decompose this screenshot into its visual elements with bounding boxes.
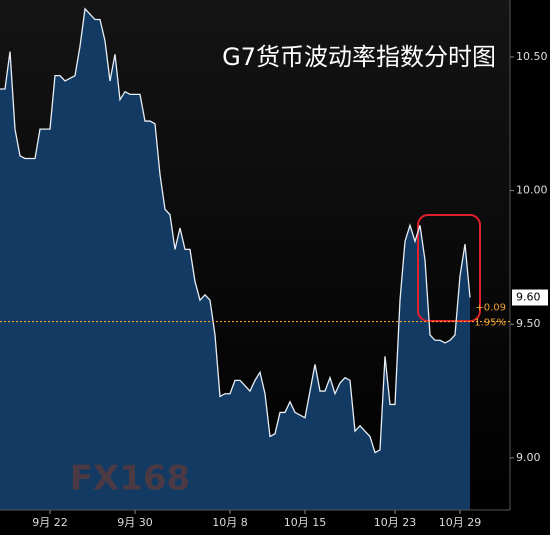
watermark: FX168 — [70, 459, 190, 499]
chart-title: G7货币波动率指数分时图 — [222, 43, 496, 71]
y-tick-label: 10.00 — [516, 184, 548, 197]
x-tick-label: 10月 29 — [439, 516, 482, 529]
y-tick-label: 10.50 — [516, 50, 548, 63]
y-tick-label: 9.50 — [516, 317, 541, 330]
area — [0, 8, 470, 511]
x-tick-label: 10月 8 — [212, 516, 248, 529]
last-value-label: 9.60 — [516, 291, 541, 304]
change-label: +0.09 — [475, 303, 506, 314]
y-tick-label: 9.00 — [516, 451, 541, 464]
x-tick-label: 9月 30 — [117, 516, 153, 529]
x-tick-label: 9月 22 — [32, 516, 68, 529]
x-tick-label: 10月 15 — [284, 516, 327, 529]
x-tick-label: 10月 23 — [374, 516, 417, 529]
line — [0, 7, 471, 454]
last-value-box — [512, 289, 548, 306]
change-pct-label: 1.95% — [474, 318, 506, 329]
